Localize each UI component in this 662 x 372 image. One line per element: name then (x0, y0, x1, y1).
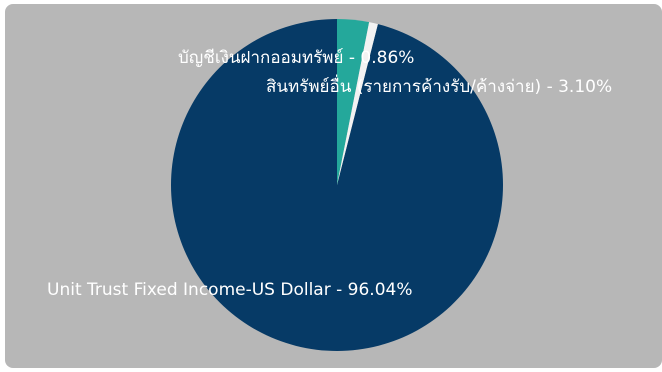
slice-label-unit-trust: Unit Trust Fixed Income-US Dollar - 96.0… (47, 280, 412, 300)
pie-slices (171, 19, 504, 351)
slice-label-savings-deposit: บัญชีเงินฝากออมทรัพย์ - 0.86% (178, 48, 414, 68)
pie-slice-savings-deposit (337, 22, 378, 185)
slice-label-other-assets: สินทรัพย์อื่น (รายการค้างรับ/ค้างจ่าย) -… (266, 74, 612, 97)
pie-slice-other-assets (337, 19, 370, 185)
pie-labels: Unit Trust Fixed Income-US Dollar - 96.0… (47, 48, 612, 300)
